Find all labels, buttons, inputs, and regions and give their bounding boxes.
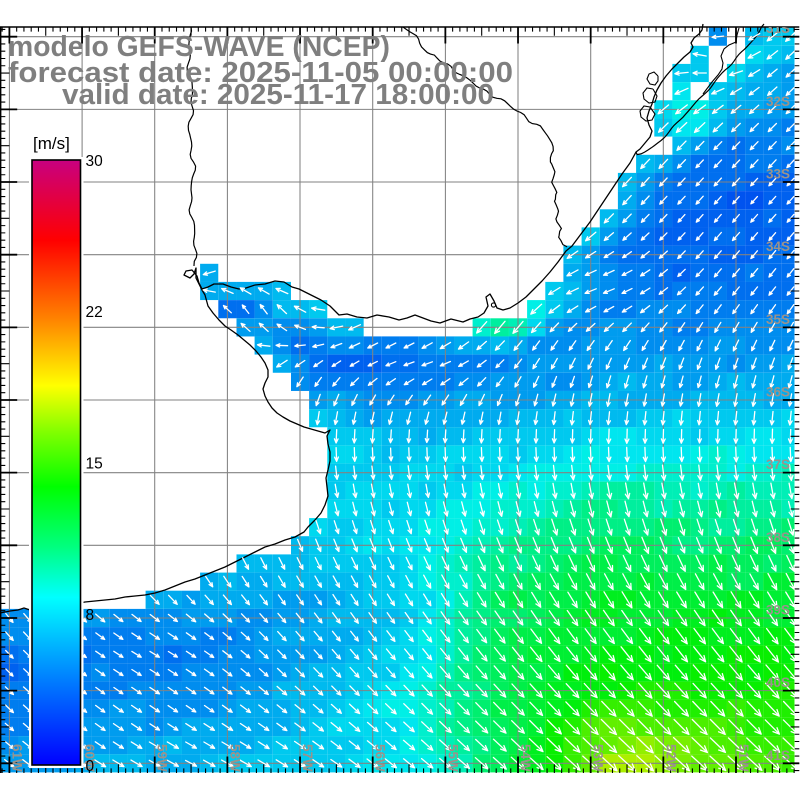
svg-text:30: 30 <box>86 153 104 170</box>
svg-text:59W: 59W <box>155 744 170 772</box>
svg-text:33S: 33S <box>766 167 790 182</box>
svg-text:40S: 40S <box>766 675 790 690</box>
svg-text:0: 0 <box>86 758 95 775</box>
svg-text:55W: 55W <box>445 744 460 772</box>
svg-text:57W: 57W <box>300 744 315 772</box>
svg-text:61W: 61W <box>9 744 24 772</box>
svg-text:56W: 56W <box>373 744 388 772</box>
svg-text:38S: 38S <box>766 530 790 545</box>
svg-text:[m/s]: [m/s] <box>33 134 70 153</box>
svg-text:53W: 53W <box>591 744 606 772</box>
svg-text:valid date: 2025-11-17 18:00:0: valid date: 2025-11-17 18:00:00 <box>62 79 494 111</box>
svg-text:54W: 54W <box>518 744 533 772</box>
svg-text:32S: 32S <box>766 94 790 109</box>
svg-text:36S: 36S <box>766 385 790 400</box>
svg-text:41S: 41S <box>766 748 790 763</box>
svg-text:52W: 52W <box>663 744 678 772</box>
svg-text:15: 15 <box>86 456 103 473</box>
svg-text:37S: 37S <box>766 457 790 472</box>
svg-text:39S: 39S <box>766 603 790 618</box>
svg-text:35S: 35S <box>766 312 790 327</box>
svg-text:8: 8 <box>86 607 95 624</box>
svg-text:34S: 34S <box>766 239 790 254</box>
svg-text:22: 22 <box>86 304 103 321</box>
svg-text:51W: 51W <box>736 744 751 772</box>
svg-text:58W: 58W <box>227 744 242 772</box>
